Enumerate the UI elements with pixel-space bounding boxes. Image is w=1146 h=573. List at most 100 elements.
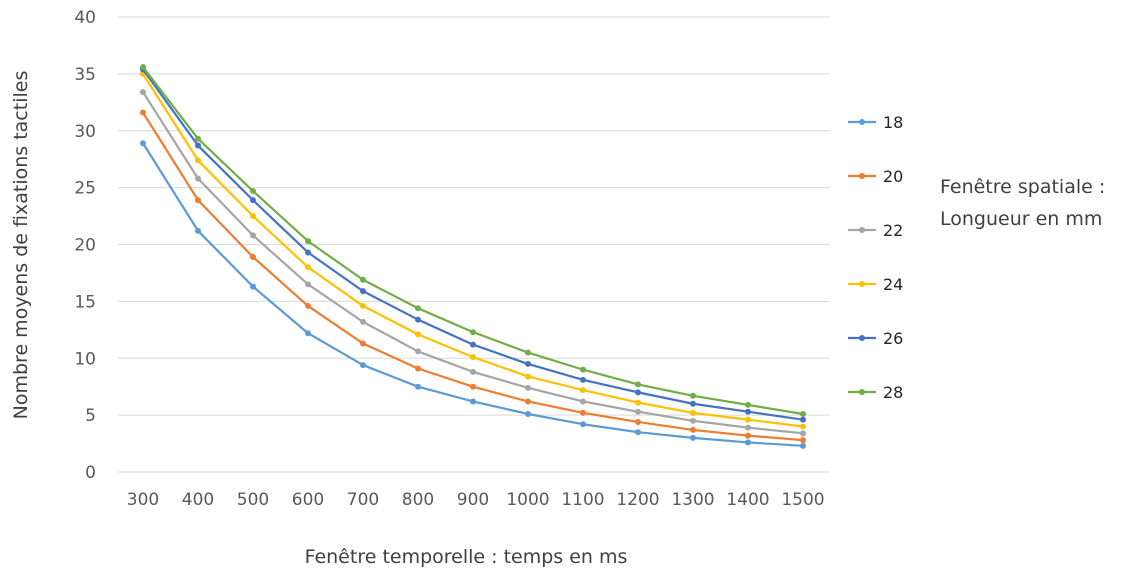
data-point xyxy=(250,213,256,220)
data-point xyxy=(250,197,256,204)
data-point xyxy=(470,354,476,361)
data-point xyxy=(195,227,201,234)
data-point xyxy=(140,109,146,116)
legend-item-20: 20 xyxy=(848,167,903,186)
x-tick-label: 1200 xyxy=(616,490,659,510)
gridlines xyxy=(118,16,830,473)
data-point xyxy=(360,288,366,295)
data-point xyxy=(580,366,586,373)
data-point xyxy=(360,362,366,369)
data-point xyxy=(745,416,751,423)
series-28 xyxy=(140,64,806,417)
data-point xyxy=(800,442,806,449)
data-point xyxy=(580,421,586,428)
data-point xyxy=(580,409,586,416)
legend-label: 24 xyxy=(883,275,903,294)
data-point xyxy=(525,360,531,367)
data-point xyxy=(800,410,806,417)
legend-swatch-marker xyxy=(859,119,865,125)
data-point xyxy=(140,64,146,71)
legend-label: 28 xyxy=(883,383,903,402)
data-point xyxy=(360,318,366,325)
data-point xyxy=(305,249,311,256)
data-point xyxy=(250,188,256,195)
data-point xyxy=(360,276,366,283)
data-point xyxy=(415,365,421,372)
data-point xyxy=(800,423,806,430)
data-point xyxy=(580,387,586,394)
legend-label: 22 xyxy=(883,221,903,240)
y-axis-title: Nombre moyens de fixations tactiles xyxy=(10,71,32,420)
data-point xyxy=(250,254,256,261)
legend-label: 26 xyxy=(883,329,903,348)
y-tick-label: 0 xyxy=(85,463,96,483)
legend-item-22: 22 xyxy=(848,221,903,240)
data-point xyxy=(690,426,696,433)
series-line-28 xyxy=(142,66,804,416)
data-point xyxy=(415,383,421,390)
data-point xyxy=(470,341,476,348)
data-point xyxy=(745,401,751,408)
data-point xyxy=(690,392,696,399)
data-point xyxy=(800,430,806,437)
y-tick-label: 30 xyxy=(74,122,96,142)
legend-swatch-marker xyxy=(859,281,865,287)
x-tick-label: 1500 xyxy=(781,490,824,510)
data-point xyxy=(415,305,421,312)
data-point xyxy=(580,376,586,383)
x-tick-label: 1100 xyxy=(561,490,604,510)
data-point xyxy=(690,417,696,424)
data-point xyxy=(305,302,311,309)
data-point xyxy=(305,281,311,288)
y-tick-label: 35 xyxy=(74,65,96,85)
legend-swatch-marker xyxy=(859,389,865,395)
legend-title-line-1: Fenêtre spatiale : xyxy=(940,176,1105,198)
y-tick-label: 10 xyxy=(74,349,96,369)
data-point xyxy=(690,400,696,407)
data-point xyxy=(195,142,201,149)
data-point xyxy=(415,348,421,355)
data-point xyxy=(635,389,641,396)
data-point xyxy=(525,384,531,391)
data-point xyxy=(415,316,421,323)
data-point xyxy=(250,232,256,239)
y-tick-label: 40 xyxy=(74,8,96,28)
data-point xyxy=(525,373,531,380)
data-point xyxy=(250,283,256,290)
x-tick-label: 1300 xyxy=(671,490,714,510)
legend-swatch-marker xyxy=(859,335,865,341)
data-point xyxy=(140,89,146,96)
x-tick-label: 300 xyxy=(127,490,159,510)
legend-swatch-marker xyxy=(859,173,865,179)
y-tick-label: 15 xyxy=(74,292,96,312)
data-point xyxy=(745,408,751,415)
y-axis-ticks: 0 5 10 15 20 25 30 35 40 xyxy=(74,8,96,483)
data-point xyxy=(745,432,751,439)
series-20 xyxy=(140,109,806,444)
series-18 xyxy=(140,140,806,449)
series-26 xyxy=(140,66,806,423)
data-point xyxy=(470,398,476,405)
data-point xyxy=(690,434,696,441)
data-point xyxy=(195,197,201,204)
data-point xyxy=(580,398,586,405)
data-point xyxy=(800,416,806,423)
x-tick-label: 700 xyxy=(347,490,379,510)
series-24 xyxy=(140,70,806,430)
x-tick-label: 500 xyxy=(237,490,269,510)
data-point xyxy=(415,331,421,338)
data-point xyxy=(635,429,641,436)
x-axis-title: Fenêtre temporelle : temps en ms xyxy=(305,546,628,568)
x-tick-label: 400 xyxy=(182,490,214,510)
data-point xyxy=(305,264,311,271)
y-tick-label: 20 xyxy=(74,236,96,256)
data-point xyxy=(635,381,641,388)
data-point xyxy=(745,439,751,446)
data-point xyxy=(745,424,751,431)
legend-item-26: 26 xyxy=(848,329,903,348)
x-tick-label: 1000 xyxy=(506,490,549,510)
data-point xyxy=(635,418,641,425)
legend: 18 20 22 24 26 28 xyxy=(848,113,903,402)
data-point xyxy=(800,437,806,444)
